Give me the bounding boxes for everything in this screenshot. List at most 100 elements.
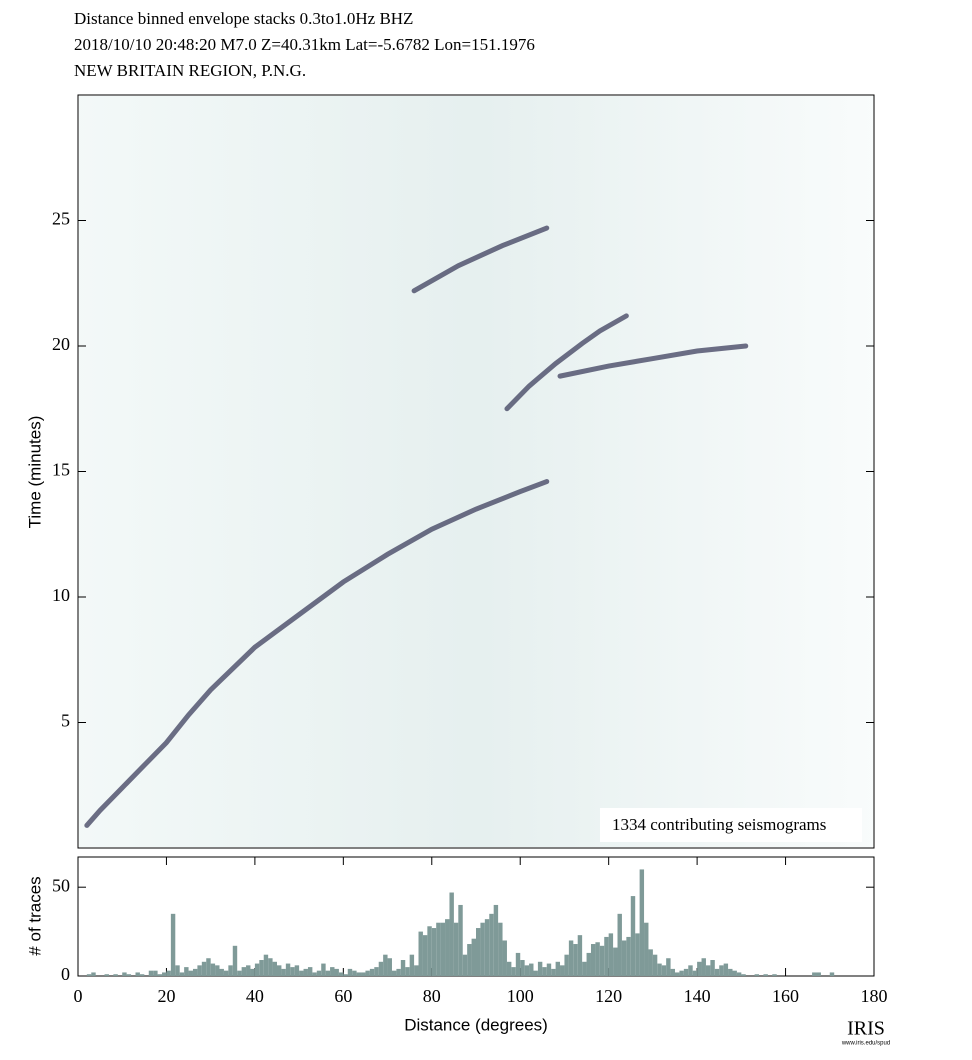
bar — [772, 974, 777, 976]
bar — [476, 928, 481, 976]
bar — [148, 970, 154, 976]
bar — [555, 961, 561, 976]
bar — [263, 954, 269, 976]
y-axis-label: # of traces — [25, 876, 44, 955]
bar — [604, 936, 609, 976]
bar — [683, 968, 689, 976]
bar — [498, 922, 503, 976]
bar — [577, 935, 583, 976]
y-tick-label: 5 — [61, 711, 70, 731]
bar — [268, 958, 273, 976]
bar — [321, 963, 326, 976]
bar — [184, 967, 189, 976]
bar — [692, 970, 698, 976]
bar — [396, 968, 401, 976]
bar — [595, 942, 600, 976]
y-tick-label: 10 — [52, 585, 70, 605]
bar — [237, 970, 242, 976]
bar — [568, 940, 574, 976]
bar — [723, 963, 729, 976]
bar — [378, 961, 384, 976]
bar — [736, 972, 742, 976]
bar — [356, 972, 362, 976]
x-tick-label: 140 — [684, 986, 711, 1006]
bar — [206, 958, 211, 976]
bar — [582, 961, 587, 976]
bar — [126, 974, 132, 976]
bar — [506, 961, 512, 976]
bar — [573, 944, 578, 976]
bar — [741, 974, 746, 976]
y-tick-label: 20 — [52, 334, 70, 354]
bar — [679, 970, 684, 976]
phase-curve — [504, 313, 629, 412]
bar — [599, 945, 605, 976]
bar — [728, 968, 733, 976]
envelope-background — [79, 96, 873, 847]
bar — [201, 961, 207, 976]
bar — [418, 931, 423, 976]
bar — [675, 972, 680, 976]
bar — [590, 944, 596, 976]
bar — [586, 952, 591, 976]
bar — [409, 954, 415, 976]
bar — [635, 933, 640, 976]
bar — [192, 968, 198, 976]
bar — [175, 965, 180, 976]
bar — [657, 963, 662, 976]
y-axis-label: Time (minutes) — [25, 416, 44, 529]
x-tick-label: 60 — [334, 986, 352, 1006]
logo-url: www.iris.edu/spud — [841, 1041, 890, 1047]
bar — [285, 963, 291, 976]
bar — [383, 954, 388, 976]
bar — [431, 928, 437, 976]
bar — [551, 968, 556, 976]
bar — [688, 965, 693, 976]
bar — [166, 970, 171, 976]
phase-curve — [557, 343, 749, 379]
bar — [254, 963, 260, 976]
bar — [427, 926, 432, 976]
bar — [215, 965, 220, 976]
bar — [91, 972, 96, 976]
bar — [705, 965, 711, 976]
bar — [374, 967, 379, 976]
phase-curve — [84, 479, 550, 828]
bar — [414, 965, 419, 976]
bar — [281, 968, 286, 976]
x-tick-label: 80 — [423, 986, 441, 1006]
bar — [701, 958, 706, 976]
bar — [436, 922, 441, 976]
bar — [533, 970, 538, 976]
title-line: 2018/10/10 20:48:20 M7.0 Z=40.31km Lat=-… — [74, 35, 535, 54]
bar — [829, 972, 835, 976]
bar — [303, 968, 308, 976]
bar — [648, 949, 653, 976]
bar — [387, 958, 392, 976]
bar — [608, 933, 614, 976]
title-line: Distance binned envelope stacks 0.3to1.0… — [74, 9, 413, 28]
bar — [277, 965, 282, 976]
logo: IRIS — [847, 1018, 885, 1040]
bar — [210, 963, 216, 976]
bar — [493, 904, 499, 976]
bar — [644, 922, 649, 976]
bar — [153, 970, 158, 976]
bar — [352, 970, 357, 976]
bar — [458, 904, 463, 976]
title-line: NEW BRITAIN REGION, P.N.G. — [74, 61, 306, 80]
bar — [228, 965, 233, 976]
bar — [542, 967, 547, 976]
bar — [338, 972, 344, 976]
bar — [219, 968, 224, 976]
bar — [246, 965, 251, 976]
bar — [621, 940, 627, 976]
bar — [710, 960, 715, 976]
bar — [259, 960, 264, 976]
bar — [763, 974, 768, 976]
bar — [290, 967, 295, 976]
bar — [316, 970, 322, 976]
bar — [294, 965, 300, 976]
